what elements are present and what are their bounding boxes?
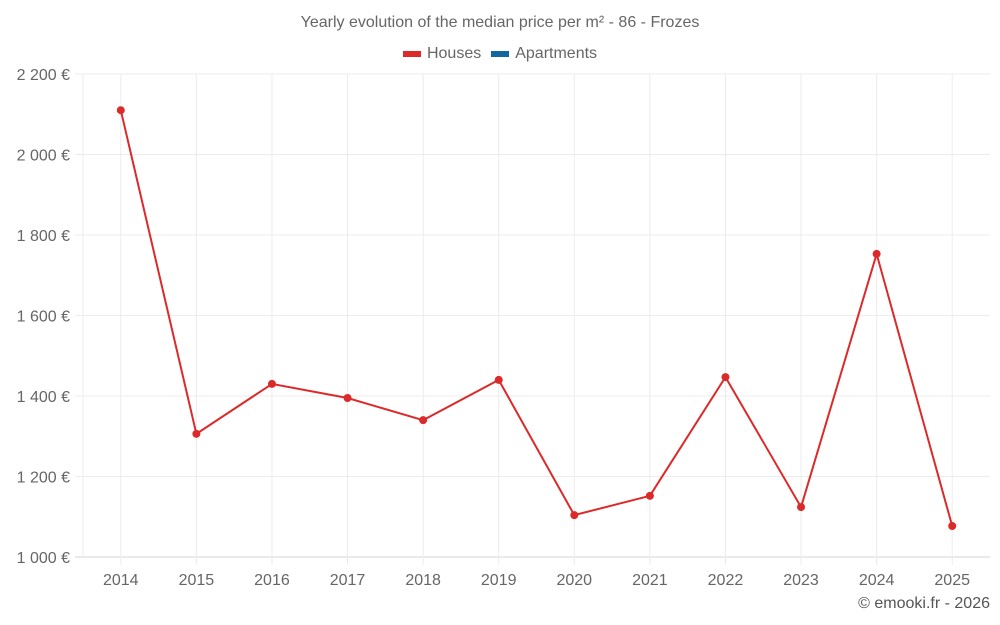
- x-tick-label: 2023: [783, 572, 819, 589]
- x-tick-label: 2016: [254, 572, 290, 589]
- y-axis: 1 000 € 1 200 € 1 400 € 1 600 € 1 800 € 2 000…: [17, 67, 70, 567]
- x-tick-label: 2022: [708, 572, 744, 589]
- data-point[interactable]: [494, 375, 503, 384]
- x-tick-label: 2019: [481, 572, 517, 589]
- data-point[interactable]: [116, 106, 125, 115]
- data-point[interactable]: [192, 429, 201, 438]
- x-tick-label: 2020: [556, 572, 592, 589]
- copyright-footer: © emooki.fr - 2026: [858, 595, 990, 612]
- data-point[interactable]: [419, 416, 428, 425]
- grid-lines: [75, 73, 990, 565]
- data-point[interactable]: [267, 379, 276, 388]
- x-tick-label: 2017: [330, 572, 366, 589]
- y-tick-label: 2 200 €: [17, 67, 70, 84]
- x-tick-label: 2014: [103, 572, 139, 589]
- data-point[interactable]: [721, 373, 730, 382]
- legend-item-apartments[interactable]: Apartments: [491, 45, 597, 63]
- y-tick-label: 2 000 €: [17, 148, 70, 165]
- y-tick-label: 1 800 €: [17, 228, 70, 245]
- legend: Houses Apartments: [0, 45, 1000, 63]
- y-tick-label: 1 200 €: [17, 470, 70, 487]
- chart-title: Yearly evolution of the median price per…: [300, 14, 700, 31]
- data-point[interactable]: [797, 503, 806, 512]
- houses-swatch-icon: [402, 51, 421, 57]
- x-tick-label: 2021: [632, 572, 668, 589]
- y-tick-label: 1 400 €: [17, 389, 70, 406]
- x-tick-label: 2024: [859, 572, 895, 589]
- x-tick-label: 2018: [405, 572, 441, 589]
- x-tick-label: 2015: [179, 572, 215, 589]
- apartments-swatch-icon: [491, 51, 510, 57]
- x-tick-label: 2025: [934, 572, 970, 589]
- data-point[interactable]: [948, 522, 957, 531]
- x-axis: 2014 2015 2016 2017 2018 2019 2020 2021 2022 2023…: [103, 572, 970, 589]
- data-point[interactable]: [872, 249, 881, 258]
- series-houses: [116, 106, 957, 531]
- legend-item-houses[interactable]: Houses: [402, 45, 482, 63]
- data-point[interactable]: [343, 394, 352, 403]
- legend-label-apartments: Apartments: [515, 45, 598, 62]
- legend-label-houses: Houses: [426, 45, 482, 62]
- data-point[interactable]: [570, 511, 579, 520]
- y-tick-label: 1 000 €: [17, 550, 70, 567]
- y-tick-label: 1 600 €: [17, 309, 70, 326]
- data-point[interactable]: [645, 491, 654, 500]
